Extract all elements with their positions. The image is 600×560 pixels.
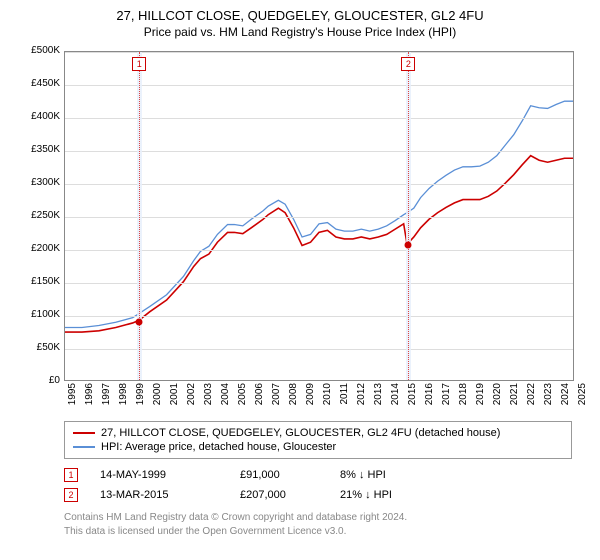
footnote: Contains HM Land Registry data © Crown c… bbox=[64, 511, 582, 538]
sale-marker-badge: 2 bbox=[401, 57, 415, 71]
x-axis-label: 2025 bbox=[577, 383, 588, 413]
x-axis-label: 2001 bbox=[169, 383, 180, 413]
marker-line bbox=[139, 52, 140, 380]
y-axis-label: £450K bbox=[18, 78, 60, 89]
y-axis-label: £150K bbox=[18, 276, 60, 287]
y-axis-label: £350K bbox=[18, 144, 60, 155]
y-axis-label: £500K bbox=[18, 45, 60, 56]
x-axis-label: 2004 bbox=[220, 383, 231, 413]
y-axis-label: £200K bbox=[18, 243, 60, 254]
x-axis-label: 2011 bbox=[339, 383, 350, 413]
sale-row: 2 13-MAR-2015£207,00021% ↓ HPI bbox=[64, 485, 572, 505]
x-axis-label: 2008 bbox=[288, 383, 299, 413]
x-axis-label: 1995 bbox=[67, 383, 78, 413]
sale-row: 1 14-MAY-1999£91,0008% ↓ HPI bbox=[64, 465, 572, 485]
x-axis-label: 2023 bbox=[543, 383, 554, 413]
legend-label: 27, HILLCOT CLOSE, QUEDGELEY, GLOUCESTER… bbox=[101, 427, 500, 439]
sale-delta: 8% ↓ HPI bbox=[340, 469, 470, 481]
sale-marker-dot bbox=[405, 242, 412, 249]
x-axis-label: 2003 bbox=[203, 383, 214, 413]
x-axis-label: 2018 bbox=[458, 383, 469, 413]
sale-price: £91,000 bbox=[240, 469, 340, 481]
x-axis-label: 2014 bbox=[390, 383, 401, 413]
y-axis-label: £100K bbox=[18, 309, 60, 320]
chart-area: 12 £0£50K£100K£150K£200K£250K£300K£350K£… bbox=[18, 45, 580, 413]
sale-row-badge: 1 bbox=[64, 468, 78, 482]
x-axis-label: 1997 bbox=[101, 383, 112, 413]
legend-swatch bbox=[73, 446, 95, 448]
x-axis-label: 2002 bbox=[186, 383, 197, 413]
legend-label: HPI: Average price, detached house, Glou… bbox=[101, 441, 336, 453]
sale-row-badge: 2 bbox=[64, 488, 78, 502]
x-axis-label: 2013 bbox=[373, 383, 384, 413]
x-axis-label: 2016 bbox=[424, 383, 435, 413]
x-axis-label: 2005 bbox=[237, 383, 248, 413]
footnote-line: Contains HM Land Registry data © Crown c… bbox=[64, 511, 582, 525]
x-axis-label: 2009 bbox=[305, 383, 316, 413]
x-axis-label: 2021 bbox=[509, 383, 520, 413]
sale-date: 13-MAR-2015 bbox=[100, 489, 240, 501]
x-axis-label: 2022 bbox=[526, 383, 537, 413]
x-axis-label: 1996 bbox=[84, 383, 95, 413]
sale-delta: 21% ↓ HPI bbox=[340, 489, 470, 501]
chart-subtitle: Price paid vs. HM Land Registry's House … bbox=[18, 25, 582, 39]
sale-date: 14-MAY-1999 bbox=[100, 469, 240, 481]
x-axis-label: 2019 bbox=[475, 383, 486, 413]
sales-table: 1 14-MAY-1999£91,0008% ↓ HPI 2 13-MAR-2015£… bbox=[64, 465, 572, 505]
x-axis-label: 2024 bbox=[560, 383, 571, 413]
sale-marker-dot bbox=[136, 318, 143, 325]
plot-area: 12 bbox=[64, 51, 574, 381]
x-axis-label: 2007 bbox=[271, 383, 282, 413]
y-axis-label: £400K bbox=[18, 111, 60, 122]
y-axis-label: £50K bbox=[18, 342, 60, 353]
legend: 27, HILLCOT CLOSE, QUEDGELEY, GLOUCESTER… bbox=[64, 421, 572, 459]
footnote-line: This data is licensed under the Open Gov… bbox=[64, 525, 582, 539]
marker-line bbox=[408, 52, 409, 380]
legend-item: HPI: Average price, detached house, Glou… bbox=[73, 440, 563, 454]
legend-swatch bbox=[73, 432, 95, 434]
legend-item: 27, HILLCOT CLOSE, QUEDGELEY, GLOUCESTER… bbox=[73, 426, 563, 440]
y-axis-label: £0 bbox=[18, 375, 60, 386]
x-axis-label: 2006 bbox=[254, 383, 265, 413]
y-axis-label: £300K bbox=[18, 177, 60, 188]
x-axis-label: 2012 bbox=[356, 383, 367, 413]
chart-title: 27, HILLCOT CLOSE, QUEDGELEY, GLOUCESTER… bbox=[18, 8, 582, 23]
y-axis-label: £250K bbox=[18, 210, 60, 221]
x-axis-label: 2010 bbox=[322, 383, 333, 413]
x-axis-label: 2020 bbox=[492, 383, 503, 413]
sale-price: £207,000 bbox=[240, 489, 340, 501]
x-axis-label: 1998 bbox=[118, 383, 129, 413]
sale-marker-badge: 1 bbox=[132, 57, 146, 71]
x-axis-label: 2017 bbox=[441, 383, 452, 413]
x-axis-label: 2015 bbox=[407, 383, 418, 413]
x-axis-label: 2000 bbox=[152, 383, 163, 413]
x-axis-label: 1999 bbox=[135, 383, 146, 413]
